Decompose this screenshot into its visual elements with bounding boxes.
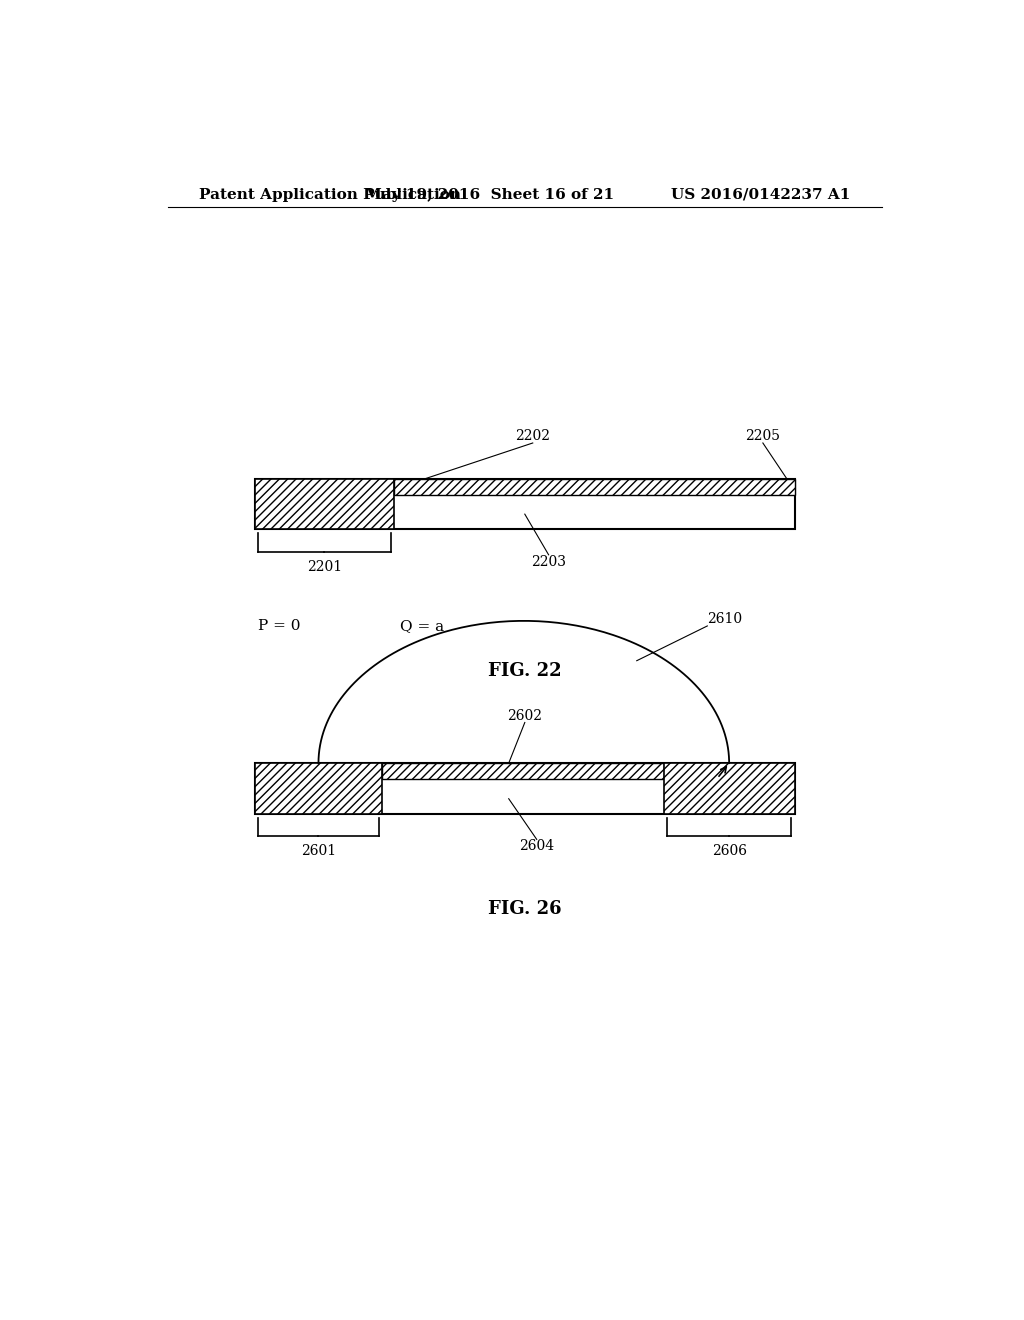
Bar [255,479,394,529]
Bar [394,479,795,495]
Text: 2602: 2602 [507,709,543,722]
Text: 2205: 2205 [745,429,780,444]
Text: P = 0: P = 0 [257,619,300,632]
Text: 2606: 2606 [712,845,746,858]
Bar [255,479,795,529]
Text: 2610: 2610 [708,612,742,626]
Bar [255,763,382,814]
Text: FIG. 26: FIG. 26 [488,900,561,919]
Text: 2604: 2604 [519,840,554,854]
Bar [382,763,664,779]
Bar [255,763,795,814]
Text: 2203: 2203 [531,554,566,569]
Text: US 2016/0142237 A1: US 2016/0142237 A1 [671,187,850,202]
Text: FIG. 22: FIG. 22 [488,661,561,680]
Text: Patent Application Publication: Patent Application Publication [200,187,462,202]
Text: Q = a: Q = a [399,619,443,632]
Text: May 19, 2016  Sheet 16 of 21: May 19, 2016 Sheet 16 of 21 [365,187,613,202]
Text: 2202: 2202 [515,429,550,444]
Bar [664,763,795,814]
Text: 2201: 2201 [307,560,342,574]
Text: 2601: 2601 [301,845,336,858]
